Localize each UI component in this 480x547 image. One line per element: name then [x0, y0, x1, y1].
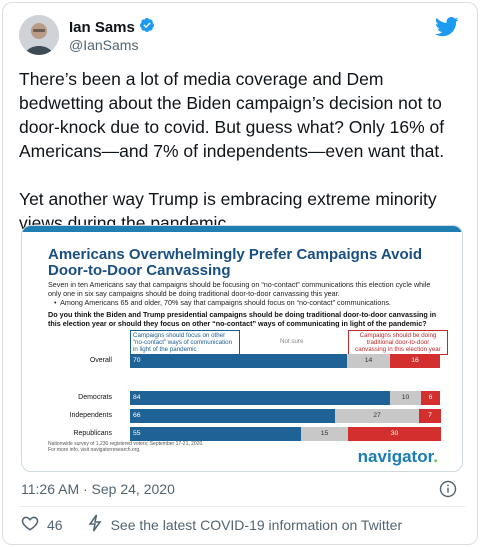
covid-info-text: See the latest COVID-19 information on T…: [110, 516, 403, 533]
covid-info-link[interactable]: See the latest COVID-19 information on T…: [87, 514, 403, 535]
footnote-line: For more info, visit navigatorresearch.o…: [48, 447, 141, 453]
chart-subtitle: Seven in ten Americans say that campaign…: [48, 280, 431, 298]
like-button[interactable]: 46: [21, 514, 63, 535]
tweet-image[interactable]: Americans Overwhelmingly Prefer Campaign…: [21, 225, 463, 472]
chart-title: Americans Overwhelmingly Prefer Campaign…: [48, 246, 423, 279]
legend-not-sure: Not sure: [280, 338, 304, 345]
bar-not-sure: 27: [335, 409, 419, 423]
chart-bullet-text: Among Americans 65 and older, 70% say th…: [60, 298, 391, 307]
legend-no-contact: Campaigns should focus on other “no-cont…: [130, 330, 240, 355]
like-count: 46: [47, 516, 63, 533]
verified-badge-icon: [139, 17, 155, 38]
tweet-timestamp[interactable]: 11:26 AM · Sep 24, 2020: [21, 481, 175, 497]
display-name[interactable]: Ian Sams: [69, 19, 135, 36]
bar-not-sure: 10: [390, 391, 421, 405]
bar-no-contact: 66: [130, 409, 335, 423]
avatar[interactable]: [19, 15, 59, 55]
info-icon[interactable]: [439, 480, 457, 498]
bar-no-contact: 84: [130, 391, 390, 405]
divider: [19, 506, 465, 507]
bar-door-to-door: 16: [390, 354, 440, 368]
bar-door-to-door: 6: [421, 391, 440, 405]
bar-door-to-door: 7: [419, 409, 441, 423]
bar-category-label: Overall: [89, 357, 112, 364]
bar-door-to-door: 30: [348, 427, 441, 441]
bar-no-contact: 55: [130, 427, 301, 441]
lightning-icon: [87, 514, 103, 535]
heart-icon: [21, 514, 39, 535]
bar-not-sure: 15: [301, 427, 348, 441]
tweet-text: There’s been a lot of media coverage and…: [19, 67, 467, 235]
footnote-line: Nationwide survey of 1,230 registered vo…: [48, 441, 204, 447]
image-accent-bar: [22, 226, 462, 232]
handle[interactable]: @IanSams: [69, 37, 139, 53]
bar-category-label: Republicans: [73, 430, 112, 437]
chart-question: Do you think the Biden and Trump preside…: [48, 310, 437, 328]
bar-category-label: Democrats: [78, 394, 112, 401]
chart-bullet: • Among Americans 65 and older, 70% say …: [54, 298, 391, 307]
tweet-paragraph: There’s been a lot of media coverage and…: [19, 69, 445, 161]
legend-door-to-door: Campaigns should be doing traditional do…: [348, 330, 448, 355]
bar-no-contact: 70: [130, 354, 347, 368]
bar-not-sure: 14: [347, 354, 390, 368]
navigator-logo: navigator.: [357, 447, 438, 466]
twitter-bird-icon[interactable]: [435, 17, 459, 37]
bar-category-label: Independents: [69, 412, 112, 419]
chart-footnote: Nationwide survey of 1,230 registered vo…: [48, 441, 248, 453]
